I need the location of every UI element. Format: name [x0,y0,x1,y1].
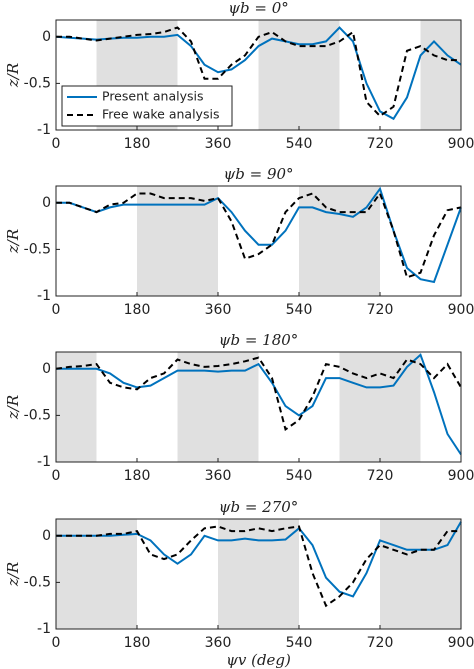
subplot-title: ψb = 0° [228,0,289,17]
shaded-region [339,352,421,462]
x-tick-label: 180 [124,302,151,318]
x-tick-label: 360 [205,136,232,152]
y-axis-label: z/R [4,395,22,420]
subplot-title: ψb = 180° [219,331,299,349]
shaded-region [420,20,461,130]
x-tick-label: 720 [367,302,394,318]
x-tick-label: 180 [124,136,151,152]
y-tick-label: 0 [42,528,51,544]
shaded-region [177,352,259,462]
plot-frame [55,351,462,463]
shaded-region [299,186,380,296]
shaded-region [380,519,461,629]
y-tick-label: -0.5 [24,407,51,423]
subplot: 0 180 360 540 720 900 -1 -0.5 0 ψb = 90° z/R [4,165,474,318]
legend: Present analysis Free wake analysis [61,85,233,127]
y-axis-label: z/R [4,229,22,254]
y-tick-label: 0 [42,29,51,45]
series-line [55,26,462,121]
x-tick-label: 900 [448,468,474,484]
x-tick-label: 180 [124,635,151,651]
x-tick-label: 540 [286,468,313,484]
shaded-region [218,519,299,629]
x-tick-label: 0 [52,468,61,484]
y-tick-label: -0.5 [24,574,51,590]
subplot-title: ψb = 90° [223,165,293,183]
x-tick-label: 360 [205,635,232,651]
x-tick-label: 900 [448,302,474,318]
series-line [56,525,461,608]
shaded-region [137,186,218,296]
subplot-title: ψb = 270° [219,498,299,516]
subplot: 0 180 360 540 720 900 -1 -0.5 0 ψb = 180° z/R [4,331,474,484]
x-tick-label: 540 [286,635,313,651]
series-line [56,186,462,284]
y-axis-label: z/R [4,63,22,88]
series-line [56,26,461,118]
legend-label: Present analysis [102,89,203,104]
y-tick-label: -0.5 [24,241,51,257]
x-tick-label: 360 [205,468,232,484]
y-tick-label: -1 [37,288,51,304]
series-line [56,521,462,598]
x-tick-label: 180 [124,468,151,484]
y-tick-label: -0.5 [24,75,51,91]
x-tick-label: 900 [448,136,474,152]
y-tick-label: -1 [37,454,51,470]
y-tick-label: -1 [37,621,51,637]
y-tick-label: 0 [42,361,51,377]
subplot: 0 180 360 540 720 900 -1 -0.5 0 ψb = 0° z/R Present… [4,0,474,152]
series-line [56,191,462,279]
legend-box [61,85,233,127]
y-tick-label: -1 [37,122,51,138]
x-tick-label: 0 [52,302,61,318]
plot-frame [55,19,462,131]
series-line [55,356,462,432]
y-tick-label: 0 [42,195,51,211]
x-tick-label: 900 [448,635,474,651]
x-axis-label: ψv (deg) [226,651,291,669]
shaded-region [56,519,137,629]
subplot: 0 180 360 540 720 900 -1 -0.5 0 ψb = 270° z/R ψv (d… [4,498,474,669]
x-tick-label: 540 [286,136,313,152]
series-line [56,353,462,456]
plot-frame [55,518,462,630]
shaded-region [56,352,97,462]
y-axis-label: z/R [4,562,22,587]
x-tick-label: 360 [205,302,232,318]
x-tick-label: 720 [367,468,394,484]
plot-frame [55,185,462,297]
x-tick-label: 720 [367,635,394,651]
x-tick-label: 720 [367,136,394,152]
x-tick-label: 540 [286,302,313,318]
legend-label: Free wake analysis [102,107,219,122]
x-tick-label: 0 [52,635,61,651]
shaded-region [258,20,340,130]
x-tick-label: 0 [52,136,61,152]
